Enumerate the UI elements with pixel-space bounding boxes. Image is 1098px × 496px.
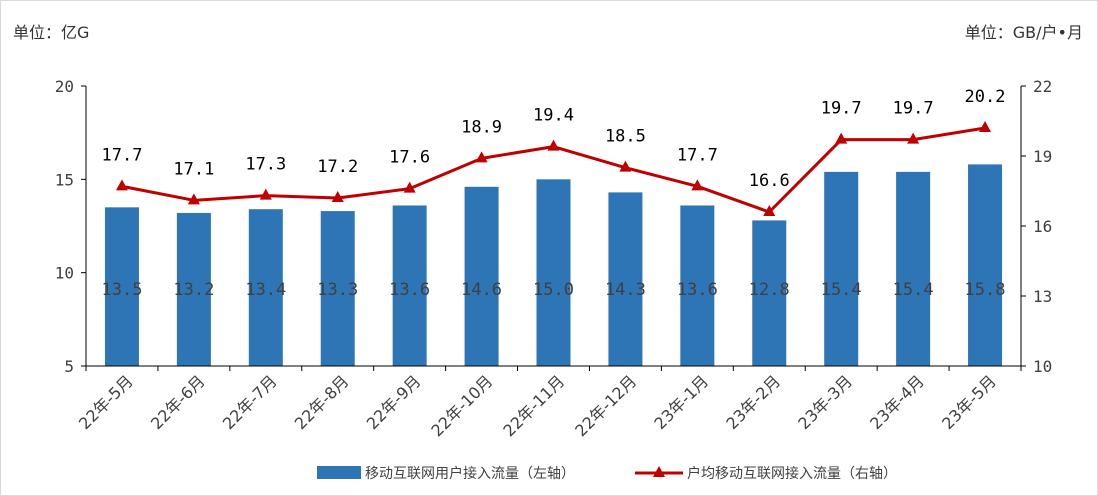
bar bbox=[680, 205, 715, 366]
bar bbox=[248, 209, 283, 366]
bar-value-label: 15.4 bbox=[821, 280, 862, 300]
line-point-marker bbox=[979, 121, 992, 132]
bar bbox=[608, 192, 643, 366]
legend-line-label: 户均移动互联网接入流量（右轴） bbox=[687, 465, 897, 482]
bar-value-label: 14.6 bbox=[461, 280, 502, 300]
bar bbox=[536, 179, 571, 366]
bar bbox=[176, 212, 211, 366]
bar bbox=[896, 171, 931, 366]
legend-bar-swatch bbox=[317, 466, 361, 479]
line-value-label: 17.3 bbox=[245, 155, 286, 175]
line-value-label: 17.6 bbox=[389, 148, 430, 168]
right-axis-unit: 单位：GB/户•月 bbox=[964, 23, 1083, 42]
bars-layer bbox=[104, 164, 1003, 366]
bar-value-label: 12.8 bbox=[749, 280, 790, 300]
right-tick-label: 13 bbox=[1033, 287, 1052, 306]
line-value-label: 17.1 bbox=[173, 159, 214, 179]
line-value-label: 17.7 bbox=[677, 145, 718, 165]
legend-bar-label: 移动互联网用户接入流量（左轴） bbox=[365, 465, 575, 482]
bar-value-label: 14.3 bbox=[605, 280, 646, 300]
bar-value-label: 15.8 bbox=[965, 280, 1006, 300]
bar-value-label: 15.0 bbox=[533, 280, 574, 300]
line-value-label: 18.9 bbox=[461, 117, 502, 137]
x-tick-label: 22年-9月 bbox=[363, 371, 425, 433]
x-tick-label: 23年-3月 bbox=[794, 371, 856, 433]
line-value-label: 19.4 bbox=[533, 106, 574, 126]
legend-line-marker bbox=[653, 466, 665, 477]
bar bbox=[104, 207, 139, 366]
x-tick-label: 22年-6月 bbox=[147, 371, 209, 433]
left-axis-unit: 单位：亿G bbox=[13, 23, 90, 42]
x-tick-label: 22年-12月 bbox=[571, 371, 640, 440]
right-tick-label: 22 bbox=[1033, 77, 1052, 96]
left-tick-label: 5 bbox=[64, 357, 74, 376]
bar-value-label: 13.4 bbox=[245, 280, 286, 300]
x-tick-label: 22年-8月 bbox=[291, 371, 353, 433]
line-point-marker bbox=[619, 160, 632, 172]
line-point-marker bbox=[547, 139, 560, 151]
line-point-marker bbox=[187, 193, 200, 205]
line-point-marker bbox=[475, 151, 488, 163]
bar bbox=[464, 186, 499, 366]
line-point-marker bbox=[259, 188, 272, 200]
left-tick-label: 20 bbox=[55, 77, 74, 96]
bar-value-label: 13.5 bbox=[101, 280, 142, 300]
x-tick-label: 23年-1月 bbox=[650, 371, 712, 433]
labels-layer: 13.5 13.2 13.4 13.3 13.6 14.6 15.0 14.3 13.6 12.8… bbox=[101, 87, 1005, 300]
bar-value-label: 13.3 bbox=[317, 280, 358, 300]
line-point-marker bbox=[907, 132, 920, 144]
line-layer bbox=[115, 121, 992, 216]
x-tick-label: 22年-11月 bbox=[499, 371, 568, 440]
line-value-label: 19.7 bbox=[893, 99, 934, 119]
line-point-marker bbox=[763, 205, 776, 216]
line-point-marker bbox=[691, 179, 704, 191]
x-tick-label: 23年-4月 bbox=[866, 371, 928, 433]
bar-value-label: 13.2 bbox=[173, 280, 214, 300]
line-value-label: 20.2 bbox=[965, 87, 1006, 107]
right-tick-label: 10 bbox=[1033, 357, 1052, 376]
x-tick-label: 23年-5月 bbox=[938, 371, 1000, 433]
bar bbox=[824, 171, 859, 366]
bar bbox=[968, 164, 1003, 366]
x-tick-label: 22年-7月 bbox=[219, 371, 281, 433]
right-tick-label: 19 bbox=[1033, 147, 1052, 166]
line-value-label: 17.2 bbox=[317, 157, 358, 177]
x-tick-label: 23年-2月 bbox=[722, 371, 784, 433]
bar-value-label: 13.6 bbox=[389, 280, 430, 300]
bar bbox=[752, 220, 787, 366]
left-tick-label: 10 bbox=[55, 264, 74, 283]
line-point-marker bbox=[331, 191, 344, 202]
line-value-label: 19.7 bbox=[821, 99, 862, 119]
line-value-label: 16.6 bbox=[749, 171, 790, 191]
right-tick-label: 16 bbox=[1033, 217, 1052, 236]
bar bbox=[320, 211, 355, 366]
left-tick-label: 15 bbox=[55, 170, 74, 189]
line-value-label: 17.7 bbox=[101, 145, 142, 165]
line-value-label: 18.5 bbox=[605, 127, 646, 147]
line-point-marker bbox=[403, 181, 416, 193]
bar-value-label: 15.4 bbox=[893, 280, 934, 300]
legend: 移动互联网用户接入流量（左轴） 户均移动互联网接入流量（右轴） bbox=[317, 465, 897, 482]
line-point-marker bbox=[835, 132, 848, 144]
x-tick-label: 22年-10月 bbox=[427, 371, 496, 440]
bar bbox=[392, 205, 427, 366]
x-tick-label: 22年-5月 bbox=[75, 371, 137, 433]
bar-value-label: 13.6 bbox=[677, 280, 718, 300]
line-point-marker bbox=[115, 179, 128, 191]
